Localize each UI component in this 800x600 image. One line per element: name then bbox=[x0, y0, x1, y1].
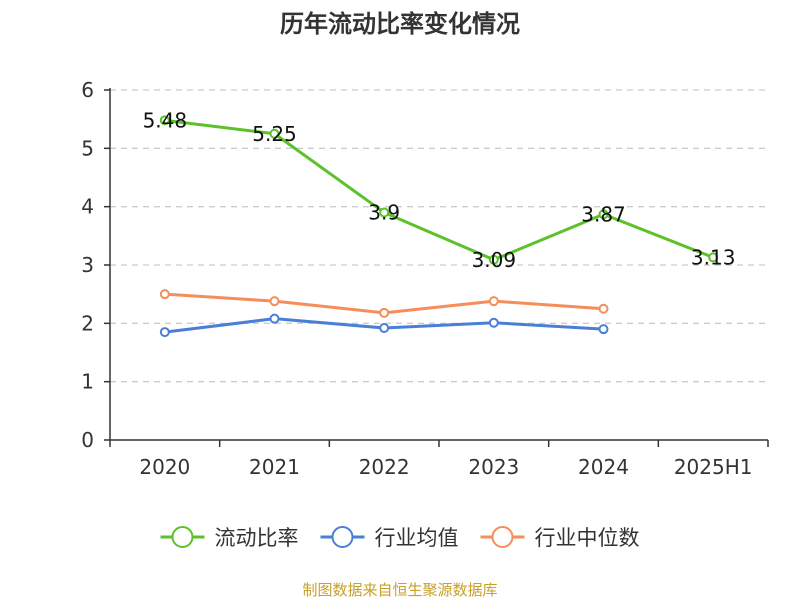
data-point[interactable] bbox=[269, 296, 280, 307]
legend-marker bbox=[171, 526, 194, 548]
data-label: 3.09 bbox=[472, 248, 517, 272]
data-point[interactable] bbox=[269, 128, 280, 139]
y-tick-label: 6 bbox=[81, 78, 94, 102]
source-note: 制图数据来自恒生聚源数据库 bbox=[302, 581, 497, 599]
data-point[interactable] bbox=[488, 254, 499, 265]
x-tick-label: 2024 bbox=[578, 455, 629, 479]
data-labels: 5.48 5.25 3.9 3.09 3.87 3.13 bbox=[143, 108, 736, 271]
data-point[interactable] bbox=[708, 252, 719, 263]
y-tick-label: 5 bbox=[81, 136, 94, 160]
legend-label: 行业均值 bbox=[375, 526, 459, 550]
data-label: 5.48 bbox=[143, 108, 188, 132]
legend-item-0[interactable]: 流动比率 bbox=[160, 526, 299, 550]
series-line-0 bbox=[164, 118, 714, 262]
data-point[interactable] bbox=[488, 317, 499, 328]
data-point[interactable] bbox=[379, 207, 390, 218]
legend-label: 流动比率 bbox=[215, 526, 299, 550]
data-point[interactable] bbox=[488, 296, 499, 307]
x-tick-label: 2025H1 bbox=[674, 455, 753, 479]
legend-item-2[interactable]: 行业中位数 bbox=[480, 526, 640, 550]
data-point[interactable] bbox=[159, 289, 170, 300]
data-point[interactable] bbox=[598, 303, 609, 314]
data-label: 3.9 bbox=[368, 201, 400, 225]
x-tick-label: 2023 bbox=[468, 455, 519, 479]
y-tick-label: 2 bbox=[81, 311, 94, 335]
data-point[interactable] bbox=[598, 209, 609, 220]
y-tick-label: 4 bbox=[81, 195, 94, 219]
legend[interactable]: 流动比率 行业均值 行业中位数 bbox=[160, 526, 640, 550]
x-tick-label: 2020 bbox=[139, 455, 190, 479]
y-tick-label: 3 bbox=[81, 253, 94, 277]
chart-title: 历年流动比率变化情况 bbox=[280, 10, 520, 38]
data-point[interactable] bbox=[159, 327, 170, 338]
data-label: 5.25 bbox=[252, 122, 297, 146]
axes: 0 1 2 3 4 5 6 2020 2021 2022 2023 2024 2025H1 bbox=[81, 78, 769, 479]
x-tick-label: 2021 bbox=[249, 455, 300, 479]
series-lines bbox=[159, 115, 719, 338]
data-label: 3.87 bbox=[581, 202, 626, 226]
x-tick-label: 2022 bbox=[359, 455, 410, 479]
legend-label: 行业中位数 bbox=[535, 526, 640, 550]
legend-item-1[interactable]: 行业均值 bbox=[320, 526, 459, 550]
data-point[interactable] bbox=[269, 313, 280, 324]
data-point[interactable] bbox=[598, 324, 609, 335]
y-tick-label: 1 bbox=[81, 370, 94, 394]
data-point[interactable] bbox=[379, 307, 390, 318]
data-label: 3.13 bbox=[691, 245, 736, 269]
data-point[interactable] bbox=[159, 115, 170, 126]
data-point[interactable] bbox=[379, 323, 390, 333]
legend-marker bbox=[491, 526, 514, 548]
legend-marker bbox=[331, 526, 354, 548]
y-tick-label: 0 bbox=[81, 428, 94, 452]
